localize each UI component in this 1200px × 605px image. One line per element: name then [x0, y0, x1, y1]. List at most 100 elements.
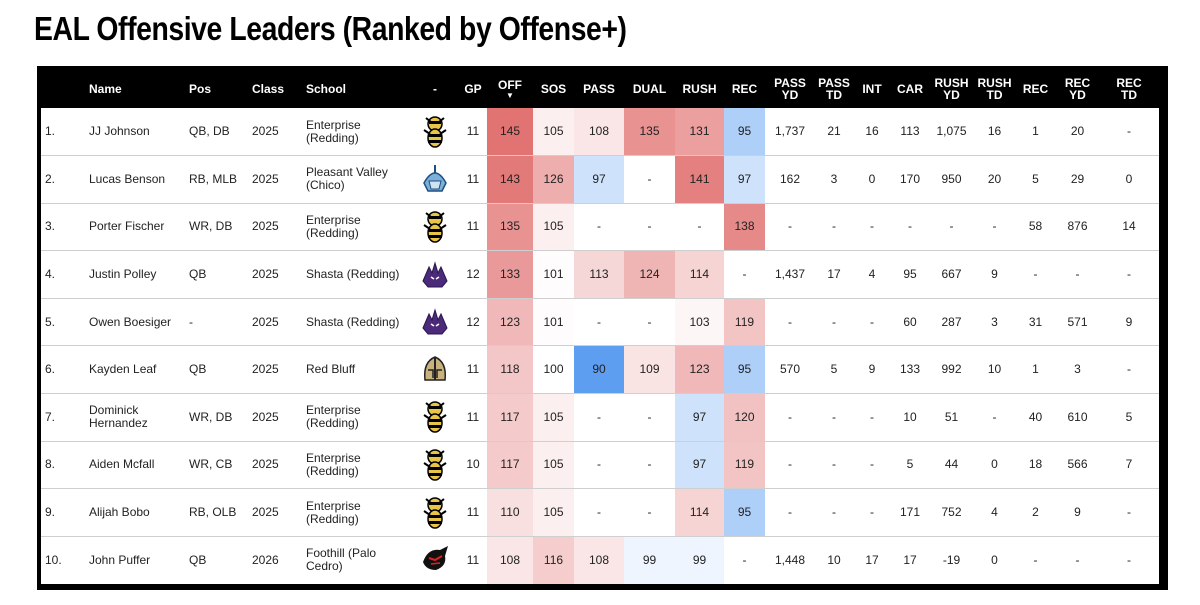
table-row[interactable]: 4. Justin Polley QB 2025 Shasta (Redding) 12 1… — [41, 250, 1159, 299]
cell-pass-yd: 570 — [779, 362, 801, 377]
cell-car: 5 — [906, 457, 914, 472]
cell-sos: 100 — [533, 345, 574, 394]
column-header-rank[interactable] — [41, 70, 85, 108]
column-header-name[interactable]: Name — [89, 82, 122, 96]
cell-sos: 101 — [533, 298, 574, 346]
column-header-int[interactable]: INT — [862, 82, 882, 96]
cell-rec-yd: 610 — [1067, 409, 1088, 424]
cell-rush: - — [697, 219, 702, 234]
cell-rec: 119 — [724, 441, 765, 489]
cell-class: 2025 — [252, 124, 279, 139]
cell-off: 110 — [487, 488, 533, 537]
cell-pass-yd: 162 — [779, 171, 801, 186]
column-header-pass-yd[interactable]: PASS YD — [774, 76, 806, 102]
hornet-logo — [413, 399, 457, 435]
cell-rec2: - — [1033, 267, 1038, 282]
cell-dual: - — [647, 171, 652, 186]
table-row[interactable]: 2. Lucas Benson RB, MLB 2025 Pleasant Valley… — [41, 155, 1159, 204]
cell-pass: - — [597, 409, 601, 424]
cell-rec2: 40 — [1028, 409, 1043, 424]
table-row[interactable]: 10. John Puffer QB 2026 Foothill (Palo Cedro… — [41, 536, 1159, 584]
cell-rank: 4. — [45, 267, 56, 282]
cell-off: 145 — [487, 108, 533, 156]
cell-class: 2025 — [252, 457, 279, 472]
cell-int: 0 — [868, 171, 876, 186]
cell-sos: 116 — [533, 536, 574, 584]
cell-int: - — [870, 314, 874, 329]
table-row[interactable]: 9. Alijah Bobo RB, OLB 2025 Enterprise (Redd… — [41, 488, 1159, 537]
table-row[interactable]: 1. JJ Johnson QB, DB 2025 Enterprise (Reddin… — [41, 108, 1159, 156]
table-row[interactable]: 8. Aiden Mcfall WR, CB 2025 Enterprise (Redd… — [41, 441, 1159, 489]
column-header-pos[interactable]: Pos — [189, 82, 212, 96]
cell-rush: 141 — [675, 155, 724, 204]
table-row[interactable]: 5. Owen Boesiger - 2025 Shasta (Redding) 12 12… — [41, 298, 1159, 346]
cell-rec: 95 — [724, 488, 765, 537]
column-header-pass-td[interactable]: PASS TD — [818, 76, 850, 102]
cell-school: Foothill (Palo Cedro) — [306, 546, 377, 574]
cell-rec-yd: - — [1075, 552, 1080, 567]
cell-class: 2025 — [252, 362, 279, 377]
cell-rec: 95 — [724, 345, 765, 394]
column-header-class[interactable]: Class — [252, 82, 285, 96]
column-header-logo[interactable]: - — [433, 82, 437, 96]
cell-pos: RB, OLB — [189, 505, 237, 520]
table-row[interactable]: 6. Kayden Leaf QB 2025 Red Bluff 11 118 100 90 10… — [41, 345, 1159, 394]
cell-rec-td: - — [1127, 267, 1131, 282]
cell-name: Lucas Benson — [89, 171, 166, 186]
cell-off: 143 — [487, 155, 533, 204]
cell-pass-yd: - — [788, 219, 792, 234]
table-row[interactable]: 7. Dominick Hernandez WR, DB 2025 Enterprise… — [41, 393, 1159, 442]
cell-rush-td: 10 — [987, 362, 1002, 377]
cell-gp: 11 — [466, 362, 480, 377]
column-header-sos[interactable]: SOS — [540, 82, 567, 96]
column-header-rec[interactable]: REC — [731, 82, 758, 96]
cell-int: - — [870, 409, 874, 424]
column-header-rec2[interactable]: REC — [1022, 82, 1049, 96]
cell-car: 170 — [899, 171, 921, 186]
cell-rec: - — [742, 267, 747, 282]
cell-pass-td: 10 — [827, 552, 841, 567]
cell-logo — [411, 203, 459, 251]
cell-rec2: 18 — [1028, 457, 1043, 472]
column-header-rush-td[interactable]: RUSH TD — [977, 76, 1012, 102]
cell-rec-yd: 29 — [1070, 171, 1085, 186]
column-header-rec-yd[interactable]: REC YD — [1064, 76, 1091, 102]
cell-rec-td: - — [1127, 362, 1131, 377]
cell-rush-td: 9 — [991, 267, 998, 282]
cell-rush-td: 20 — [987, 171, 1002, 186]
column-header-rec-td[interactable]: REC TD — [1116, 76, 1142, 102]
column-header-rush-yd[interactable]: RUSH YD — [934, 76, 969, 102]
column-header-school[interactable]: School — [306, 82, 347, 96]
cell-rush-td: 3 — [991, 314, 998, 329]
column-header-off[interactable]: OFF ▼ — [487, 70, 533, 108]
table-row[interactable]: 3. Porter Fischer WR, DB 2025 Enterprise (Re… — [41, 203, 1159, 251]
column-header-dual[interactable]: DUAL — [632, 82, 667, 96]
cell-rec: 120 — [724, 393, 765, 442]
cell-class: 2025 — [252, 171, 279, 186]
column-header-rush[interactable]: RUSH — [682, 82, 717, 96]
column-header-gp[interactable]: GP — [464, 82, 482, 96]
cell-rush-yd: 752 — [941, 505, 962, 520]
page-title: EAL Offensive Leaders (Ranked by Offense… — [34, 10, 627, 47]
column-header-car[interactable]: CAR — [897, 82, 923, 96]
cell-rec2: 5 — [1032, 171, 1039, 186]
column-header-pass[interactable]: PASS — [583, 82, 615, 96]
cell-pass-td: 21 — [827, 124, 841, 139]
leaders-table-frame: Name Pos Class School - GP OFF ▼ SOS PASS DUAL RUSH… — [37, 66, 1168, 590]
cell-int: 4 — [868, 267, 876, 282]
cell-logo — [411, 156, 459, 204]
hornet-logo — [413, 495, 457, 531]
cell-logo — [411, 251, 459, 299]
cell-rank: 5. — [45, 314, 56, 329]
cell-car: 60 — [903, 314, 917, 329]
cell-rec-yd: 571 — [1067, 314, 1088, 329]
cell-off: 117 — [487, 441, 533, 489]
cell-pass: - — [597, 219, 601, 234]
cell-pass-td: - — [832, 409, 836, 424]
cell-school: Red Bluff — [306, 362, 356, 377]
cell-rec: 119 — [724, 298, 765, 346]
cell-off: 135 — [487, 203, 533, 251]
cell-gp: 11 — [466, 409, 480, 424]
cell-gp: 11 — [466, 552, 480, 567]
sort-desc-icon[interactable]: ▼ — [506, 90, 514, 100]
